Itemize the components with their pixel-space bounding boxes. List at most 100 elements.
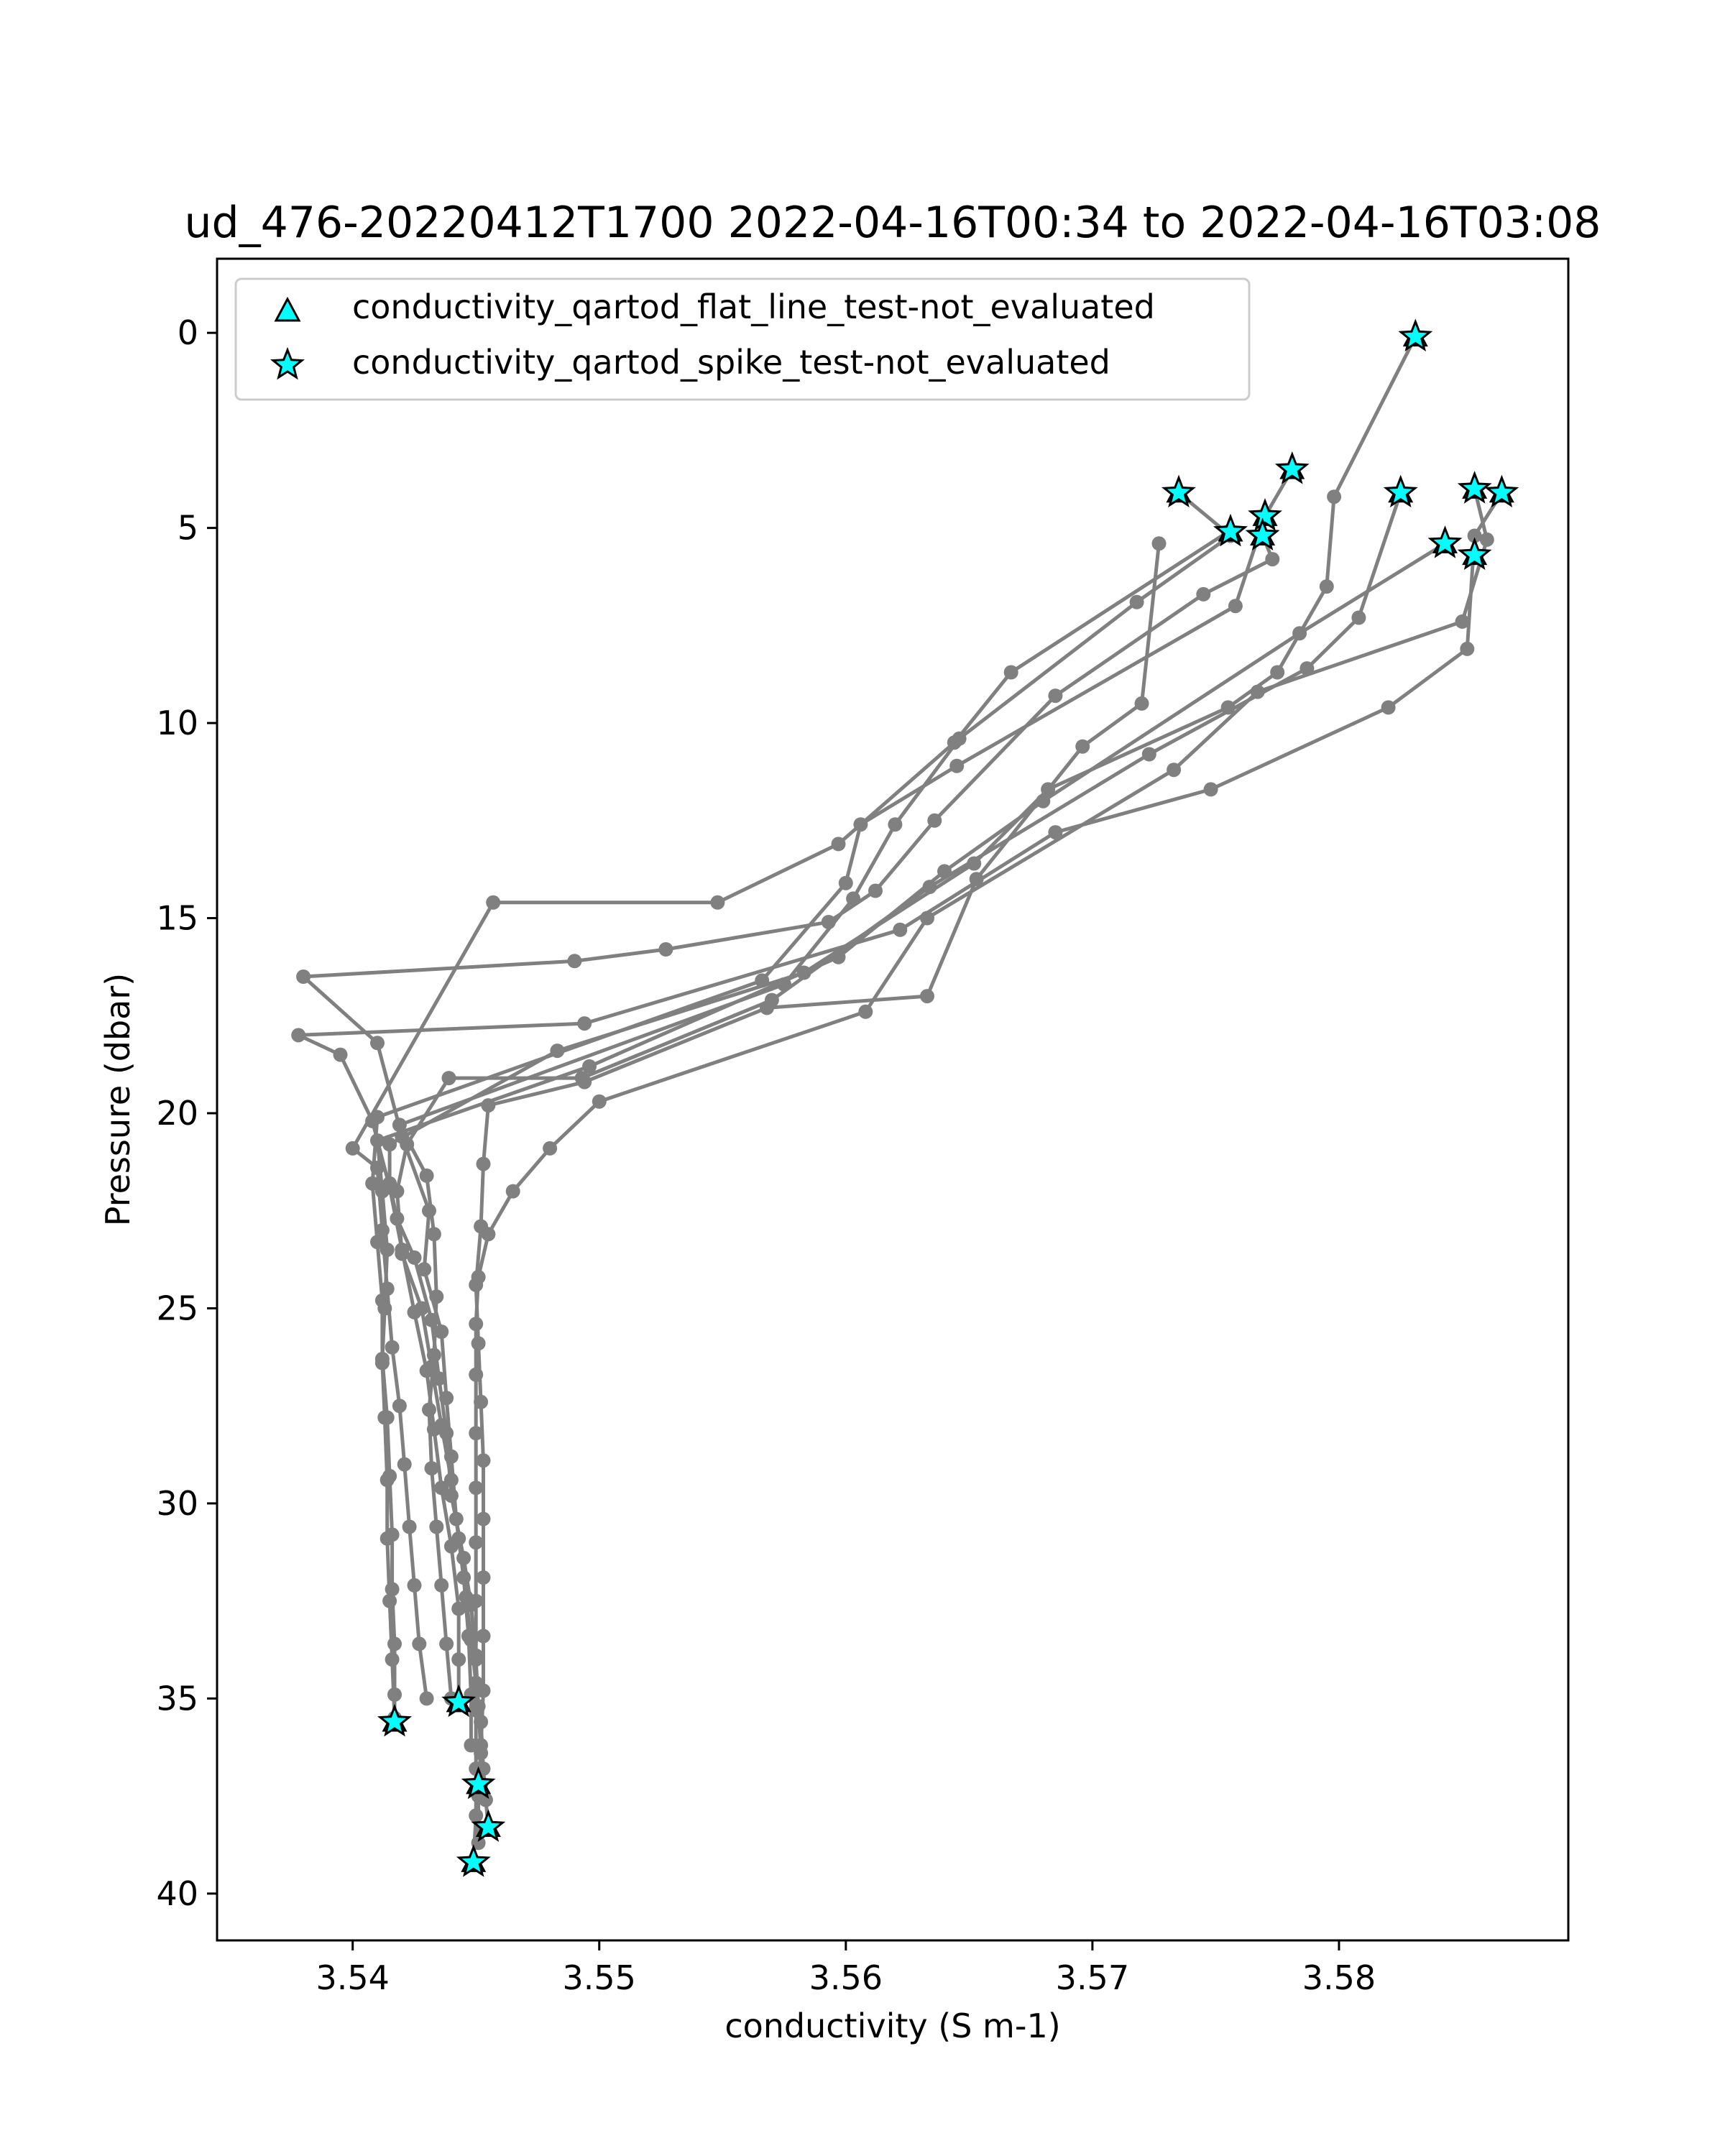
profile-point [1467,528,1482,543]
profile-point [471,1336,486,1351]
spike-flag-marker [471,1809,506,1842]
profile-point [469,1277,484,1292]
profile-point [505,1184,520,1199]
profile-point [471,1835,486,1851]
profile-series [469,536,1167,1851]
profile-point [395,1243,410,1257]
x-tick-label: 3.57 [1056,1958,1129,1997]
x-tick-label: 3.55 [563,1958,636,1997]
y-tick-label: 10 [156,704,198,742]
profile-point [481,1098,496,1113]
profile-point [374,1222,390,1238]
profile-point [821,915,836,929]
profile-point [1460,641,1475,656]
y-tick-label: 30 [156,1484,198,1523]
profile-point [296,969,311,984]
profile-point [469,1808,484,1823]
profile-point [380,1281,395,1296]
profile-point [464,1738,479,1753]
spike-flag-marker [1398,318,1433,351]
profile-point [451,1601,466,1616]
profile-point [1250,684,1265,699]
chart-title: ud_476-20220412T1700 2022-04-16T00:34 to… [185,198,1601,248]
spike-flag-marker [1457,471,1492,504]
profile-point [474,1394,489,1409]
y-tick-label: 5 [178,509,198,548]
profile-point [777,977,792,992]
profile-point [1129,594,1144,609]
spike-flag-marker [1245,517,1280,550]
spike-flag-marker [1427,525,1463,558]
y-tick-label: 0 [178,313,198,352]
profile-point [1167,763,1182,778]
profile-point [476,1511,491,1526]
profile-point [417,1262,432,1277]
profile-point [582,1059,597,1074]
profile-point [868,883,883,898]
profile-point [710,895,725,910]
profile-point [1203,782,1218,797]
profile-point [476,1628,491,1644]
profile-point [333,1047,348,1062]
profile-point [382,1593,397,1608]
profile-point [461,1628,476,1644]
profile-point [434,1480,449,1496]
legend-label-spike: conductivity_qartod_spike_test-not_evalu… [352,343,1110,382]
profile-point [1134,696,1149,711]
profile-point [448,1511,464,1526]
profile-point [407,1250,422,1265]
profile-point [380,1473,395,1488]
y-tick-label: 20 [156,1094,198,1133]
profile-point [382,1137,397,1152]
profile-point [370,1036,385,1051]
profile-point [922,880,937,895]
profile-point [893,922,908,937]
profile-point [385,1340,400,1355]
profile-point [439,1636,454,1651]
profile-point [429,1519,444,1534]
y-axis-label: Pressure (dbar) [98,973,137,1226]
profile-point [831,949,846,964]
profile-line [301,535,1274,1746]
profile-line [370,468,1294,1718]
profile-point [422,1203,436,1218]
profile-point [1292,626,1307,641]
profile-point [422,1402,436,1417]
profile-point [577,1016,592,1031]
profile-point [469,1648,484,1663]
ticks-layer: 3.54 3.55 3.56 3.57 3.58 0 5 10 15 20 25 30 35 40 [156,313,1376,1997]
profile-point [374,1293,390,1308]
profile-point [1319,579,1334,594]
profile-point [474,1219,489,1234]
spike-flag-marker [1274,451,1310,484]
profile-point [443,1539,459,1554]
profile-point [486,895,501,910]
profile-point [947,735,962,750]
spike-flag-marker [461,1766,496,1800]
profile-point [441,1071,456,1086]
profile-point [1381,700,1396,715]
profile-point [407,1577,422,1593]
profile-point [434,1325,449,1339]
profile-point [1351,610,1366,625]
profile-point [426,1227,441,1242]
legend-triangle-marker [274,296,301,322]
profile-point [658,942,673,957]
spike-flag-marker [1213,513,1248,547]
profile-point [345,1141,360,1156]
profile-point [1265,552,1280,567]
profile-point [937,864,952,879]
profile-point [476,1156,491,1171]
x-tick-label: 3.58 [1302,1958,1376,1997]
profile-point [385,1652,400,1667]
legend-star-glyph [270,346,305,380]
spike-flag-marker [456,1844,491,1877]
spike-flag-marker [377,1703,412,1737]
profile-point [755,973,770,988]
profile-point [370,1235,385,1250]
profile-point [949,758,965,773]
profile-point [407,1304,422,1319]
spike-flag-marker [1248,498,1282,531]
profile-point [888,817,903,832]
